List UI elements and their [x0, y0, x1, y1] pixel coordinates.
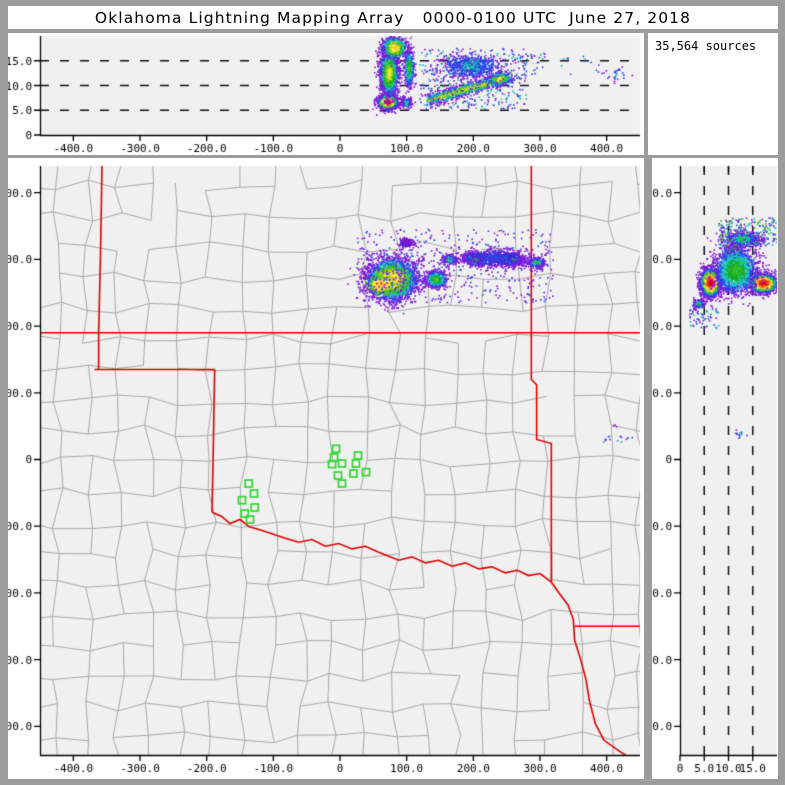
ew-altitude-panel — [8, 33, 644, 155]
figure-title: Oklahoma Lightning Mapping Array 0000-01… — [94, 8, 692, 27]
ns-altitude-chart — [652, 158, 778, 779]
plan-view-map-chart — [8, 158, 644, 779]
source-count-panel: 35,564 sources — [648, 33, 778, 155]
source-count-label: 35,564 sources — [655, 39, 757, 53]
title-bar: Oklahoma Lightning Mapping Array 0000-01… — [8, 6, 778, 29]
ew-altitude-chart — [8, 33, 644, 155]
ns-altitude-panel — [652, 158, 778, 779]
plan-view-map-panel — [8, 158, 644, 779]
